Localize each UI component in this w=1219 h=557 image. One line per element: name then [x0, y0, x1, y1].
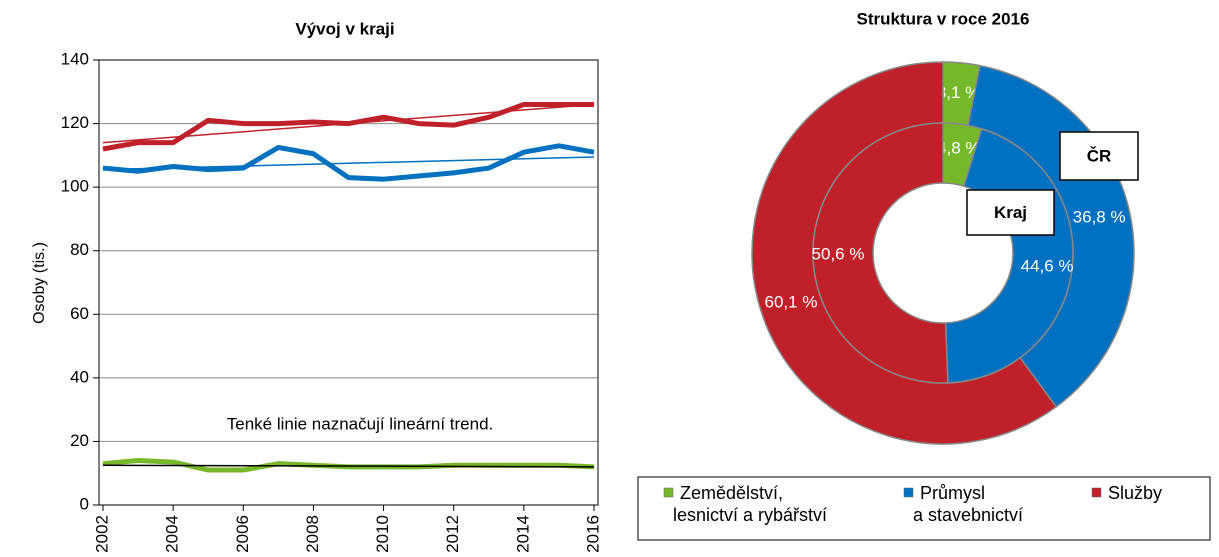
y-tick-label: 80 [70, 240, 89, 259]
legend-swatch [903, 487, 914, 498]
ring-label: ČR [1087, 146, 1112, 165]
y-tick-label: 0 [80, 494, 89, 513]
x-tick-label: 2002 [92, 515, 111, 553]
plot-frame [98, 59, 599, 506]
y-axis-label: Osoby (tis.) [31, 242, 48, 324]
donut-segment [812, 122, 949, 384]
y-tick-label: 100 [61, 177, 89, 196]
x-tick-label: 2012 [443, 515, 462, 553]
legend-label: Služby [1108, 483, 1162, 503]
trend-line [102, 103, 595, 144]
legend-label: a stavebnictví [913, 505, 1023, 525]
x-tick-label: 2014 [513, 515, 532, 553]
x-tick-label: 2016 [583, 515, 602, 553]
trend-line [102, 156, 595, 171]
segment-label: 44,6 % [1021, 256, 1074, 275]
legend-label: lesnictví a rybářství [673, 505, 827, 525]
ring-label-box [1059, 131, 1139, 181]
x-tick-label: 2004 [163, 515, 182, 553]
legend-swatch [1091, 487, 1102, 498]
y-tick-label: 120 [61, 113, 89, 132]
segment-label: 50,6 % [812, 244, 865, 263]
x-tick-label: 2010 [373, 515, 392, 553]
y-tick-label: 60 [70, 304, 89, 323]
y-tick-label: 20 [70, 431, 89, 450]
segment-label: 60,1 % [765, 292, 818, 311]
donut-title: Struktura v roce 2016 [857, 9, 1030, 28]
legend-swatch [663, 487, 674, 498]
legend-label: Zemědělství, [680, 483, 783, 503]
segment-label: 3,1 % [937, 83, 980, 102]
series-line [102, 458, 595, 473]
ring-label: Kraj [994, 203, 1027, 222]
y-tick-label: 40 [70, 367, 89, 386]
ring-label-box [966, 189, 1055, 236]
annotation: Tenké linie naznačují lineární trend. [227, 414, 494, 433]
x-tick-label: 2006 [233, 515, 252, 553]
x-tick-label: 2008 [303, 515, 322, 553]
y-tick-label: 140 [61, 49, 89, 68]
segment-label: 36,8 % [1073, 208, 1126, 227]
legend-box [637, 476, 1211, 541]
segment-label: 4,8 % [937, 139, 980, 158]
series-line [102, 143, 595, 182]
trend-line [102, 464, 595, 468]
line-title: Vývoj v kraji [295, 19, 394, 38]
legend-label: Průmysl [920, 483, 985, 503]
series-line [102, 102, 594, 152]
